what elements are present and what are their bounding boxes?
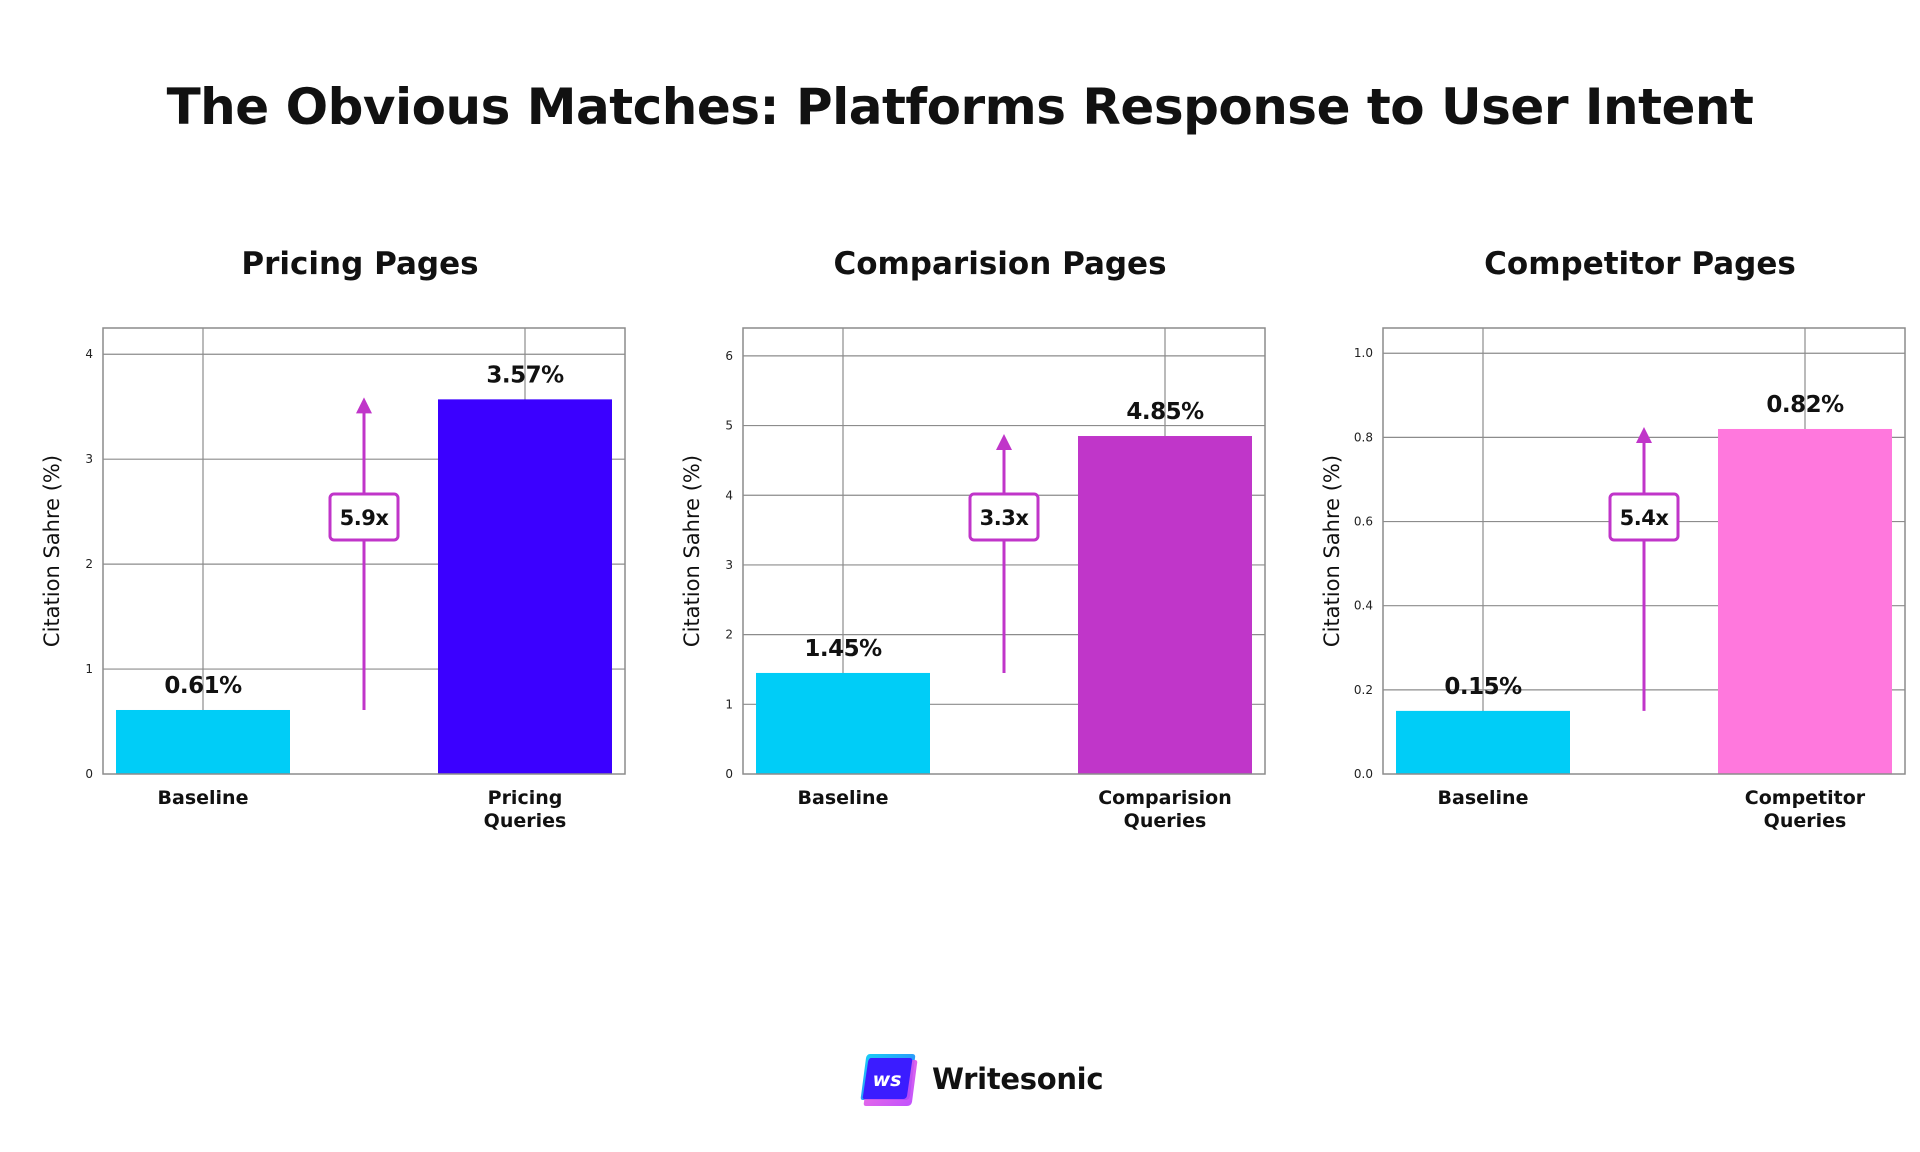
x-category-label: Comparision Queries bbox=[1098, 787, 1232, 832]
y-tick-label: 0.4 bbox=[1354, 599, 1373, 613]
multiplier-label: 5.9x bbox=[340, 506, 390, 530]
panel-title: Comparision Pages bbox=[833, 246, 1167, 282]
brand-footer: ws Writesonic bbox=[860, 1050, 1104, 1110]
plot-frame bbox=[1382, 327, 1906, 775]
y-tick-label: 0 bbox=[725, 767, 733, 781]
panel-title: Pricing Pages bbox=[241, 246, 479, 282]
y-axis-title: Citation Sahre (%) bbox=[1320, 455, 1344, 647]
pricing-pages-plot: 0 1 2 3 4 0.61% 3.57% Baseline Pricing Queries Cit… bbox=[40, 327, 626, 832]
multiplier-box bbox=[328, 492, 400, 542]
plot-frame bbox=[742, 327, 1266, 775]
y-tick-label: 1 bbox=[725, 697, 733, 711]
chart-title: The Obvious Matches: Platforms Response … bbox=[166, 78, 1754, 136]
x-category-label-line: Baseline bbox=[798, 787, 889, 809]
y-tick-label: 3 bbox=[85, 452, 93, 466]
y-axis-title: Citation Sahre (%) bbox=[680, 455, 704, 647]
y-tick-label: 0 bbox=[85, 767, 93, 781]
bar-baseline bbox=[1396, 710, 1570, 774]
y-tick-label: 5 bbox=[725, 419, 733, 433]
multiplier-label: 3.3x bbox=[980, 506, 1030, 530]
x-category-label-line: Baseline bbox=[1438, 787, 1529, 809]
brand-name: Writesonic bbox=[932, 1062, 1104, 1096]
x-category-label-line: Queries bbox=[484, 810, 567, 832]
y-axis-title: Citation Sahre (%) bbox=[40, 455, 64, 647]
writesonic-logo: ws bbox=[860, 1054, 918, 1106]
y-tick-label: 0.0 bbox=[1354, 767, 1373, 781]
x-category-label: Baseline bbox=[158, 787, 249, 809]
bar-queries bbox=[438, 399, 612, 774]
pricing-pages-chart: Pricing Pages 0 1 2 3 4 0.61% 3.57% Baseline Pri… bbox=[40, 240, 680, 860]
x-category-label-line: Queries bbox=[1124, 810, 1207, 832]
y-tick-label: 4 bbox=[85, 347, 93, 361]
x-category-label-line: Competitor bbox=[1745, 787, 1866, 809]
multiplier-arrow-head bbox=[356, 397, 372, 414]
x-category-label-line: Comparision bbox=[1098, 787, 1232, 809]
bar-queries bbox=[1718, 428, 1892, 774]
y-tick-label: 0.8 bbox=[1354, 430, 1373, 444]
y-tick-label: 3 bbox=[725, 558, 733, 572]
bar-value-label: 1.45% bbox=[804, 636, 882, 662]
multiplier-arrow-head bbox=[1636, 426, 1652, 443]
y-tick-label: 0.2 bbox=[1354, 683, 1373, 697]
multiplier-label: 5.4x bbox=[1620, 506, 1670, 530]
comparision-pages-chart: Comparision Pages 0 1 2 3 4 5 6 1.45% 4.85% Basel… bbox=[680, 240, 1320, 860]
x-category-label: Pricing Queries bbox=[484, 787, 567, 832]
comparision-pages-plot: 0 1 2 3 4 5 6 1.45% 4.85% Baseline Comparision Quer… bbox=[680, 327, 1266, 832]
bar-value-label: 4.85% bbox=[1126, 399, 1204, 425]
x-category-label: Baseline bbox=[798, 787, 889, 809]
x-category-label-line: Pricing bbox=[488, 787, 563, 809]
y-tick-label: 6 bbox=[725, 349, 733, 363]
y-tick-label: 0.6 bbox=[1354, 515, 1373, 529]
bar-value-label: 0.15% bbox=[1444, 674, 1522, 700]
competitor-pages-chart: Competitor Pages 0.0 0.2 0.4 0.6 0.8 1.0 0.15%… bbox=[1320, 240, 1920, 860]
brand-logo-text: ws bbox=[873, 1069, 902, 1091]
x-category-label-line: Queries bbox=[1764, 810, 1847, 832]
multiplier-box bbox=[968, 492, 1040, 542]
bar-queries bbox=[1078, 436, 1252, 774]
bar-value-label: 0.82% bbox=[1766, 392, 1844, 418]
bar-baseline bbox=[756, 672, 930, 774]
x-category-label: Competitor Queries bbox=[1745, 787, 1866, 832]
bar-value-label: 3.57% bbox=[486, 362, 564, 388]
y-tick-label: 4 bbox=[725, 488, 733, 502]
bar-baseline bbox=[116, 709, 290, 774]
competitor-pages-plot: 0.0 0.2 0.4 0.6 0.8 1.0 0.15% 0.82% Baseline Comp… bbox=[1320, 327, 1906, 832]
y-tick-label: 1.0 bbox=[1354, 346, 1373, 360]
multiplier-arrow-head bbox=[996, 434, 1012, 451]
multiplier-box bbox=[1608, 492, 1680, 542]
y-tick-label: 2 bbox=[725, 628, 733, 642]
x-category-label-line: Baseline bbox=[158, 787, 249, 809]
bar-value-label: 0.61% bbox=[164, 673, 242, 699]
y-tick-label: 2 bbox=[85, 557, 93, 571]
y-tick-label: 1 bbox=[85, 662, 93, 676]
plot-frame bbox=[102, 327, 626, 775]
panel-title: Competitor Pages bbox=[1484, 246, 1796, 282]
x-category-label: Baseline bbox=[1438, 787, 1529, 809]
